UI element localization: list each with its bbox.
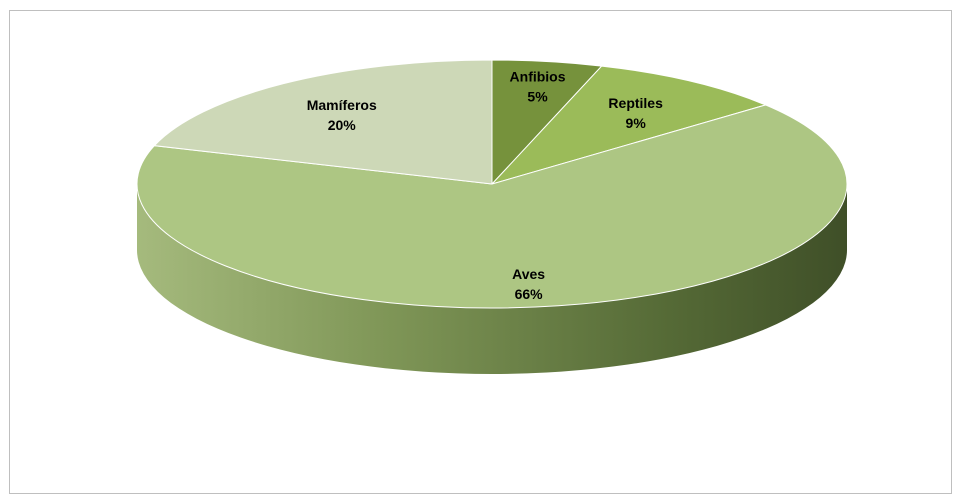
chart-area: Anfibios 5% Reptiles 9% Aves 66% Mamíferos 20% [9, 10, 952, 494]
pie-data-labels: Anfibios 5% Reptiles 9% Aves 66% Mamíferos 20% [307, 69, 663, 302]
label-category-mamiferos: Mamíferos [307, 97, 377, 113]
slice-aves [136, 104, 848, 309]
slice-mamiferos [153, 59, 493, 185]
label-category-aves: Aves [512, 266, 545, 282]
label-category-reptiles: Reptiles [608, 95, 663, 111]
pie-slices [136, 59, 848, 309]
pie-side-walls [137, 184, 847, 374]
label-value-aves: 66% [515, 286, 544, 302]
slice-reptiles [490, 65, 768, 185]
label-category-anfibios: Anfibios [510, 69, 566, 85]
label-value-anfibios: 5% [527, 89, 548, 105]
label-value-mamiferos: 20% [328, 117, 357, 133]
slice-side-aves [137, 184, 847, 374]
pie-chart: Anfibios 5% Reptiles 9% Aves 66% Mamíferos 20% [136, 59, 848, 374]
label-value-reptiles: 9% [626, 115, 647, 131]
